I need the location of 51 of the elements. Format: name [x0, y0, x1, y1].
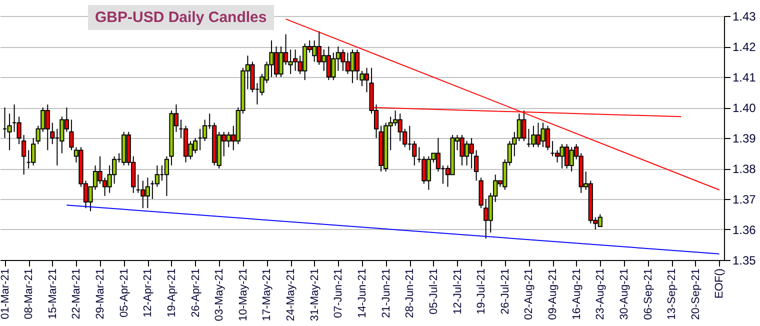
x-tick-label: 31-May-21 [308, 268, 321, 322]
x-tick-label: 08-Mar-21 [23, 268, 36, 320]
chart-title: GBP-USD Daily Candles [88, 5, 274, 30]
x-tick-label: 03-May-21 [214, 268, 226, 322]
y-tick-label: 1.37 [732, 192, 756, 206]
candlestick [22, 134, 26, 176]
y-tick-label: 1.42 [732, 40, 756, 54]
x-tick-label: 02-Aug-21 [523, 268, 536, 320]
x-tick-label: 28-Jun-21 [404, 268, 416, 318]
x-tick-label: 12-Apr-21 [142, 268, 154, 318]
y-tick-label: 1.35 [732, 254, 756, 268]
candlestick [164, 156, 170, 196]
candlestick [154, 164, 160, 188]
x-tick-label: 17-May-21 [261, 268, 274, 322]
x-tick-label: 23-Aug-21 [594, 268, 607, 320]
x-tick-label: 12-Jul-21 [452, 268, 464, 314]
x-tick-label: 20-Sep-21 [690, 268, 702, 320]
x-tick-label: 10-May-21 [237, 268, 250, 322]
x-tick-label: EOF() [714, 268, 726, 298]
x-tick-label: 21-Jun-21 [380, 268, 392, 318]
candlestick [50, 122, 55, 145]
x-tick-label: 15-Mar-21 [46, 268, 59, 320]
candlestick [16, 116, 22, 145]
candlestick [31, 138, 36, 166]
x-tick-label: 09-Aug-21 [547, 268, 560, 320]
x-tick-label: 14-Jun-21 [356, 268, 368, 318]
y-tick-label: 1.40 [732, 101, 756, 115]
x-tick-label: 19-Apr-21 [166, 268, 178, 318]
y-tick-label: 1.43 [732, 10, 756, 24]
x-tick-label: 19-Jul-21 [476, 268, 488, 314]
x-tick-label: 16-Aug-21 [570, 268, 583, 320]
candlestick [474, 150, 479, 182]
candlestick [202, 119, 208, 142]
x-tick-label: 07-Jun-21 [332, 268, 345, 318]
x-tick-label: 05-Jul-21 [428, 268, 440, 314]
x-tick-label: 24-May-21 [285, 268, 298, 322]
y-tick-label: 1.39 [732, 132, 756, 146]
x-tick-label: 01-Mar-21 [0, 268, 12, 320]
y-tick-label: 1.41 [732, 70, 756, 84]
x-tick-label: 26-Jul-21 [499, 268, 512, 314]
x-tick-label: 05-Apr-21 [118, 268, 130, 318]
x-tick-label: 29-Mar-21 [94, 268, 107, 320]
x-tick-label: 22-Mar-21 [70, 268, 83, 320]
x-tick-label: 30-Aug-21 [618, 268, 630, 320]
candlestick [412, 140, 417, 166]
x-tick-label: 13-Sep-21 [666, 268, 678, 320]
y-tick-label: 1.38 [732, 162, 756, 176]
x-tick-label: 06-Sep-21 [642, 268, 654, 320]
candlestick [69, 119, 74, 151]
x-tick-label: 26-Apr-21 [190, 268, 202, 318]
y-tick-label: 1.36 [732, 223, 756, 237]
